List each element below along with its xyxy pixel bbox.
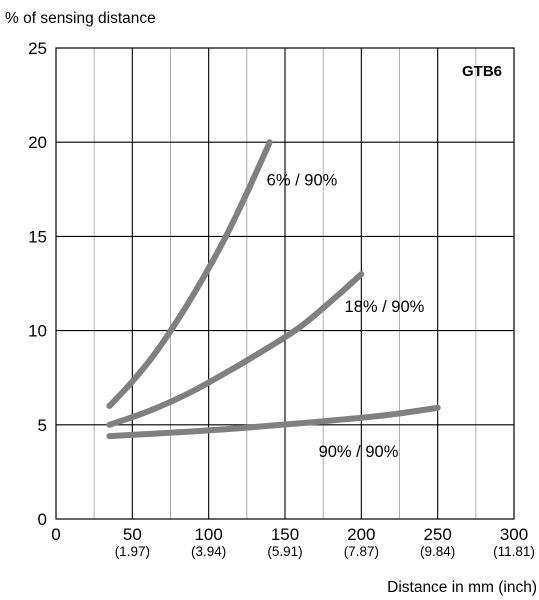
grid	[56, 48, 514, 519]
x-tick-label: 200	[347, 525, 375, 544]
x-tick-sublabel: (7.87)	[344, 544, 379, 559]
series-label-2: 18% / 90%	[345, 298, 425, 316]
series-label-3: 90% / 90%	[319, 443, 399, 461]
x-tick-sublabel: (1.97)	[115, 544, 150, 559]
y-tick-label: 5	[38, 416, 47, 435]
x-tick-label: 250	[423, 525, 451, 544]
x-tick-sublabel: (11.81)	[493, 544, 535, 559]
y-tick-label: 15	[28, 227, 47, 246]
x-tick-sublabel: (3.94)	[191, 544, 226, 559]
y-tick-label: 10	[28, 322, 47, 341]
series-label-1: 6% / 90%	[267, 172, 338, 190]
series-line-1	[106, 139, 273, 409]
x-axis-label: Distance in mm (inch)	[387, 579, 537, 596]
x-tick-label: 100	[194, 525, 222, 544]
y-tick-label: 0	[38, 510, 47, 529]
x-tick-label: 300	[500, 525, 528, 544]
y-tick-label: 25	[28, 39, 47, 58]
x-tick-label: 150	[271, 525, 299, 544]
y-axis-label: % of sensing distance	[5, 10, 156, 27]
x-tick-label: 0	[51, 525, 60, 544]
x-tick-sublabel: (9.84)	[420, 544, 455, 559]
series-layer: 6% / 90% 18% / 90% 90% / 90%	[106, 139, 441, 461]
series-line-3	[106, 404, 441, 440]
model-label: GTB6	[462, 63, 502, 80]
series-line-2	[106, 271, 365, 428]
x-tick-sublabel: (5.91)	[267, 544, 302, 559]
y-tick-label: 20	[28, 133, 47, 152]
plot-frame	[55, 47, 515, 520]
x-tick-label: 50	[123, 525, 142, 544]
